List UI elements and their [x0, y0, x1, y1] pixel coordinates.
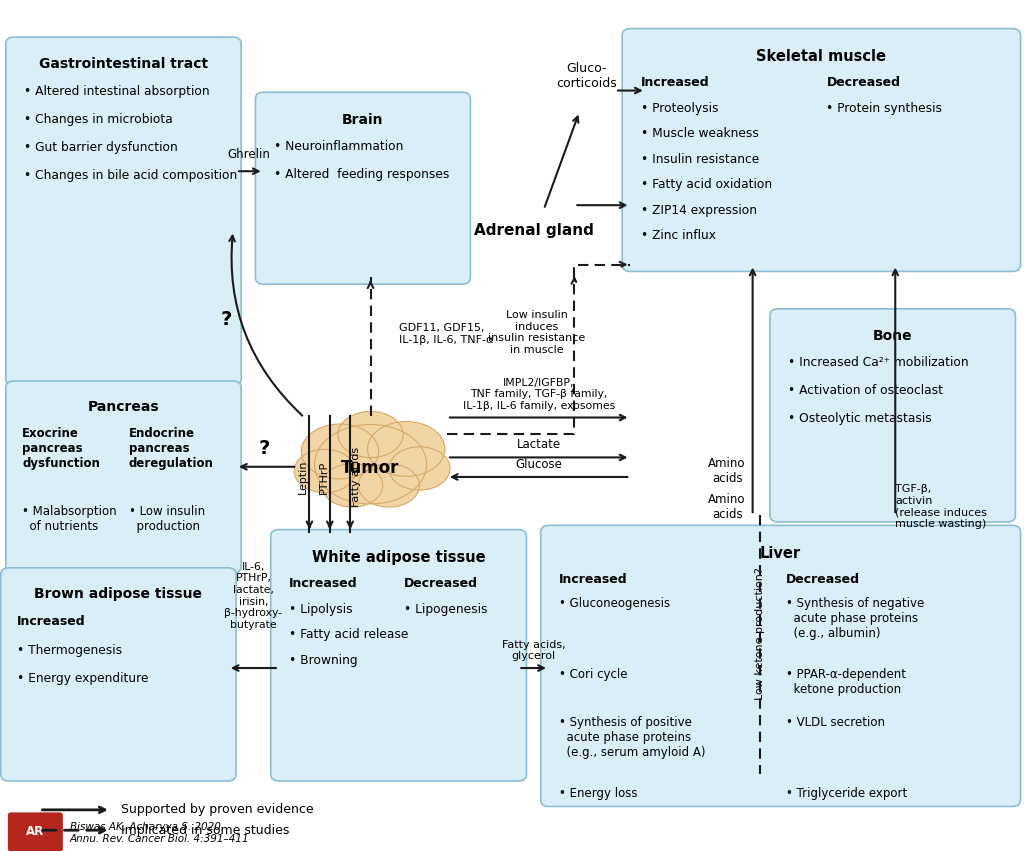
Text: Low insulin
induces
insulin resistance
in muscle: Low insulin induces insulin resistance i…: [488, 310, 586, 355]
Text: Fatty acids,
glycerol: Fatty acids, glycerol: [502, 640, 565, 661]
Text: • Altered intestinal absorption: • Altered intestinal absorption: [25, 84, 210, 98]
Text: • Proteolysis: • Proteolysis: [641, 101, 718, 115]
Text: • Neuroinflammation: • Neuroinflammation: [273, 140, 403, 153]
Text: • Increased Ca²⁺ mobilization: • Increased Ca²⁺ mobilization: [788, 356, 969, 370]
Text: • Altered  feeding responses: • Altered feeding responses: [273, 168, 450, 181]
Text: Increased: Increased: [17, 615, 86, 629]
Text: • Muscle weakness: • Muscle weakness: [641, 127, 759, 140]
Text: Gastrointestinal tract: Gastrointestinal tract: [39, 57, 208, 72]
Text: • VLDL secretion: • VLDL secretion: [785, 716, 885, 728]
Text: Liver: Liver: [760, 546, 801, 561]
Text: • Lipolysis: • Lipolysis: [289, 602, 352, 616]
Text: • Synthesis of positive
  acute phase proteins
  (e.g., serum amyloid A): • Synthesis of positive acute phase prot…: [559, 716, 706, 758]
Text: • Activation of osteoclast: • Activation of osteoclast: [788, 384, 943, 397]
Text: Amino
acids: Amino acids: [709, 458, 745, 486]
Text: Decreased: Decreased: [826, 76, 900, 89]
Text: • Triglyceride export: • Triglyceride export: [785, 787, 907, 800]
FancyBboxPatch shape: [8, 813, 62, 851]
Text: • Synthesis of negative
  acute phase proteins
  (e.g., albumin): • Synthesis of negative acute phase prot…: [785, 596, 924, 640]
Text: TGF-β,
activin
(release induces
muscle wasting): TGF-β, activin (release induces muscle w…: [895, 484, 987, 529]
Ellipse shape: [368, 422, 445, 476]
FancyBboxPatch shape: [6, 37, 242, 386]
Ellipse shape: [389, 446, 450, 490]
Text: GDF11, GDF15,
IL-1β, IL-6, TNF-α: GDF11, GDF15, IL-1β, IL-6, TNF-α: [399, 324, 494, 345]
Text: ?: ?: [259, 440, 270, 458]
Text: • Zinc influx: • Zinc influx: [641, 229, 716, 242]
Ellipse shape: [314, 424, 427, 504]
Text: • Malabsorption
  of nutrients: • Malabsorption of nutrients: [23, 505, 117, 533]
Text: • Gut barrier dysfunction: • Gut barrier dysfunction: [25, 141, 178, 153]
Text: • Fatty acid oxidation: • Fatty acid oxidation: [641, 178, 772, 191]
FancyBboxPatch shape: [1, 567, 237, 781]
Text: • PPAR-α-dependent
  ketone production: • PPAR-α-dependent ketone production: [785, 668, 906, 696]
FancyBboxPatch shape: [6, 381, 242, 573]
Text: Increased: Increased: [641, 76, 710, 89]
Text: Supported by proven evidence: Supported by proven evidence: [121, 803, 313, 816]
Text: Gluco-
corticoids: Gluco- corticoids: [556, 62, 616, 90]
FancyBboxPatch shape: [770, 308, 1016, 522]
Text: • Protein synthesis: • Protein synthesis: [826, 101, 942, 115]
Ellipse shape: [338, 412, 403, 458]
Text: Exocrine
pancreas
dysfunction: Exocrine pancreas dysfunction: [23, 427, 100, 469]
FancyBboxPatch shape: [255, 92, 470, 285]
Ellipse shape: [301, 424, 379, 479]
Text: Decreased: Decreased: [403, 577, 477, 590]
FancyBboxPatch shape: [270, 530, 526, 781]
Text: • Changes in microbiota: • Changes in microbiota: [25, 112, 173, 125]
Text: Amino
acids: Amino acids: [709, 492, 745, 521]
Text: Bone: Bone: [872, 329, 912, 343]
Text: Pancreas: Pancreas: [88, 400, 160, 414]
Text: • Thermogenesis: • Thermogenesis: [17, 644, 122, 657]
Ellipse shape: [322, 463, 383, 507]
Text: White adipose tissue: White adipose tissue: [311, 550, 485, 565]
Text: • Lipogenesis: • Lipogenesis: [403, 602, 487, 616]
FancyBboxPatch shape: [623, 29, 1021, 272]
Text: Increased: Increased: [559, 573, 628, 586]
Text: PTHrP: PTHrP: [318, 460, 329, 493]
Text: Low ketone production?: Low ketone production?: [755, 567, 765, 700]
Text: Adrenal gland: Adrenal gland: [474, 223, 594, 239]
Text: • Energy loss: • Energy loss: [559, 787, 638, 800]
Text: Decreased: Decreased: [785, 573, 860, 586]
Text: IL-6,
PTHrP,
lactate,
irisin,
β-hydroxy-
butyrate: IL-6, PTHrP, lactate, irisin, β-hydroxy-…: [224, 561, 283, 630]
Text: Glucose: Glucose: [515, 458, 562, 471]
Text: • Gluconeogenesis: • Gluconeogenesis: [559, 596, 670, 610]
Text: Biswas AK, Acharyya S. 2020.
Annu. Rev. Cancer Biol. 4:391–411: Biswas AK, Acharyya S. 2020. Annu. Rev. …: [70, 822, 250, 843]
Text: • Changes in bile acid composition: • Changes in bile acid composition: [25, 169, 238, 181]
Text: • Fatty acid release: • Fatty acid release: [289, 628, 409, 641]
Text: Endocrine
pancreas
deregulation: Endocrine pancreas deregulation: [129, 427, 213, 469]
Text: • Energy expenditure: • Energy expenditure: [17, 672, 148, 685]
Text: • Browning: • Browning: [289, 653, 357, 666]
Text: Increased: Increased: [289, 577, 357, 590]
Text: AR: AR: [27, 826, 44, 838]
Text: Ghrelin: Ghrelin: [228, 148, 270, 161]
FancyBboxPatch shape: [541, 526, 1021, 807]
Text: Lactate: Lactate: [516, 439, 561, 452]
Text: Brown adipose tissue: Brown adipose tissue: [35, 586, 203, 601]
Text: • ZIP14 expression: • ZIP14 expression: [641, 204, 757, 216]
Text: • Insulin resistance: • Insulin resistance: [641, 153, 759, 165]
Text: Skeletal muscle: Skeletal muscle: [757, 49, 887, 64]
Text: Implicated in some studies: Implicated in some studies: [121, 824, 290, 837]
Text: Tumor: Tumor: [341, 459, 399, 477]
Text: • Cori cycle: • Cori cycle: [559, 668, 628, 681]
Text: Fatty acids: Fatty acids: [351, 447, 361, 507]
Text: Leptin: Leptin: [298, 460, 308, 494]
Text: ?: ?: [220, 310, 231, 330]
Ellipse shape: [294, 449, 355, 492]
Text: • Osteolytic metastasis: • Osteolytic metastasis: [788, 412, 932, 425]
Ellipse shape: [358, 463, 420, 507]
Text: IMPL2/IGFBP,
TNF family, TGF-β family,
IL-1β, IL-6 family, exosomes: IMPL2/IGFBP, TNF family, TGF-β family, I…: [463, 377, 614, 411]
Text: Brain: Brain: [342, 112, 384, 127]
Text: • Low insulin
  production: • Low insulin production: [129, 505, 205, 533]
